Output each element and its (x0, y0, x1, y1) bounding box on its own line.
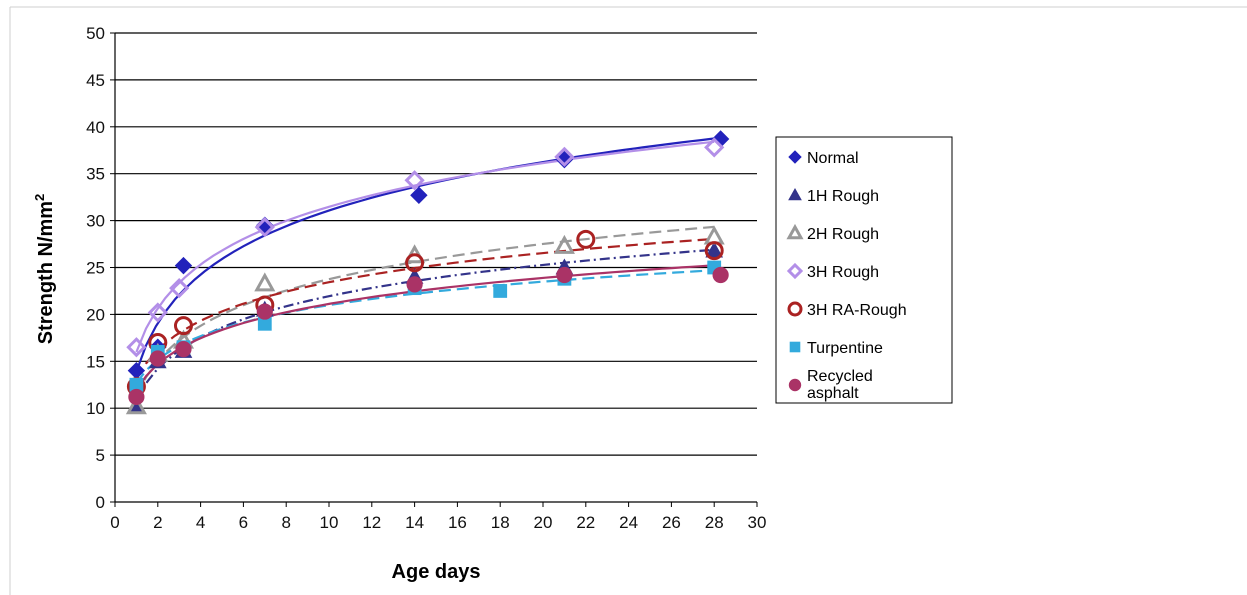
x-tick-label: 22 (576, 513, 595, 532)
y-tick-label: 15 (86, 352, 105, 371)
trendlines (135, 136, 721, 401)
legend-marker-1h-rough (788, 187, 802, 201)
y-tick-label: 25 (86, 259, 105, 278)
y-tick-label: 30 (86, 212, 105, 231)
trendline-turpentine (135, 269, 715, 384)
trendline-1h-rough (135, 248, 715, 401)
data-point-3h-rough (254, 217, 275, 238)
data-point-3h-ra-rough (704, 241, 724, 261)
x-tick-label: 28 (705, 513, 724, 532)
legend-label-turpentine: Turpentine (807, 340, 883, 357)
data-point-turpentine (493, 284, 508, 298)
data-point-3h-rough (704, 137, 725, 158)
y-tick-label: 5 (96, 446, 105, 465)
data-markers (125, 130, 730, 415)
x-tick-label: 16 (448, 513, 467, 532)
trendline-normal (135, 136, 721, 372)
data-point-3h-ra-rough (576, 229, 596, 249)
y-axis-title: Strength N/mm2 (32, 194, 57, 345)
data-point-3h-ra-rough (405, 253, 425, 273)
data-point-3h-ra-rough (173, 316, 193, 336)
data-point-recycled-asphalt (149, 350, 166, 367)
legend-label-3h-ra-rough: 3H RA-Rough (807, 302, 907, 319)
data-point-2h-rough (703, 225, 725, 245)
data-point-normal (410, 186, 428, 204)
y-axis-title-main: Strength N/mm (35, 201, 57, 344)
data-point-recycled-asphalt (175, 341, 192, 358)
data-point-recycled-asphalt (128, 388, 145, 406)
legend-label-3h-rough: 3H Rough (807, 264, 879, 281)
legend-label-1h-rough: 1H Rough (807, 188, 879, 205)
data-point-recycled-asphalt (556, 266, 573, 284)
data-point-2h-rough (254, 272, 276, 292)
legend-marker-recycled-asphalt (788, 378, 802, 392)
trendline-3h-rough (135, 140, 715, 353)
data-point-normal (555, 150, 574, 169)
x-tick-label: 2 (153, 513, 162, 532)
y-tick-label: 35 (86, 165, 105, 184)
y-tick-label: 0 (96, 493, 105, 512)
y-tick-label: 45 (86, 71, 105, 90)
gridlines (115, 32, 757, 456)
x-tick-label: 14 (405, 513, 424, 532)
legend-box (775, 136, 953, 404)
trendline-2h-rough (135, 225, 715, 397)
data-point-3h-rough (147, 302, 168, 323)
legend-marker-3h-rough (786, 262, 804, 280)
x-tick-label: 18 (491, 513, 510, 532)
data-point-3h-rough (404, 170, 425, 191)
data-point-recycled-asphalt (406, 276, 423, 293)
axes (110, 32, 758, 507)
data-point-recycled-asphalt (256, 303, 273, 320)
trendline-3h-ra-rough (135, 237, 715, 380)
legend-marker-3h-ra-rough (787, 301, 803, 317)
x-axis-title: Age days (392, 561, 481, 583)
legend-items: Normal 1H Rough 2H Rough 3H Rough 3H RA-Roug… (786, 150, 907, 402)
y-tick-label: 40 (86, 118, 105, 137)
x-tick-label: 10 (320, 513, 339, 532)
y-tick-label: 10 (86, 399, 105, 418)
legend-label-recycled-asphalt: Recycled asphalt (807, 368, 873, 402)
x-tick-label: 0 (110, 513, 119, 532)
data-point-recycled-asphalt (712, 266, 729, 284)
data-point-1h-rough (705, 241, 724, 258)
data-point-normal (174, 256, 193, 275)
x-tick-label: 8 (281, 513, 290, 532)
data-point-3h-rough (126, 337, 147, 358)
legend-label-line: Recycled (807, 368, 873, 385)
y-tick-label: 50 (86, 24, 105, 43)
data-point-2h-rough (553, 234, 575, 254)
legend-marker-turpentine (789, 341, 801, 353)
data-point-3h-rough (169, 278, 190, 299)
y-tick-label: 20 (86, 305, 105, 324)
legend-marker-2h-rough (786, 223, 804, 240)
y-axis-title-superscript: 2 (32, 194, 47, 201)
x-tick-label: 6 (239, 513, 248, 532)
data-point-3h-rough (554, 146, 575, 167)
x-tick-label: 4 (196, 513, 205, 532)
x-tick-label: 20 (534, 513, 553, 532)
legend-label-line: asphalt (807, 385, 859, 402)
x-tick-label: 30 (748, 513, 767, 532)
x-tick-label: 24 (619, 513, 638, 532)
x-tick-label: 26 (662, 513, 681, 532)
data-point-2h-rough (125, 395, 147, 415)
legend: Normal 1H Rough 2H Rough 3H Rough 3H RA-Roug… (775, 136, 953, 404)
legend-label-2h-rough: 2H Rough (807, 226, 879, 243)
legend-marker-normal (788, 150, 802, 164)
x-tick-label: 12 (362, 513, 381, 532)
trendline-recycled-asphalt (135, 263, 721, 391)
legend-label-normal: Normal (807, 150, 859, 167)
